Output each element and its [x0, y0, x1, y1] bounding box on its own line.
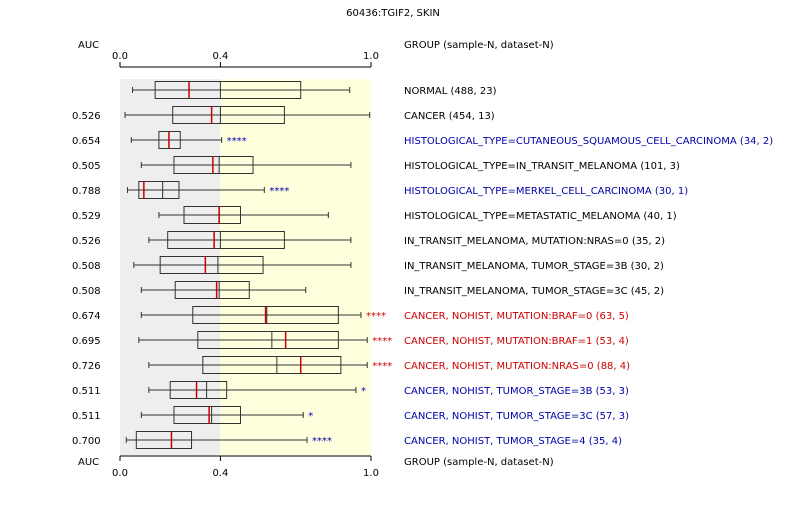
tick-label-top: 1.0	[363, 51, 379, 62]
background-band-high	[220, 79, 371, 455]
group-label: IN_TRANSIT_MELANOMA, TUMOR_STAGE=3B (30,…	[404, 261, 664, 272]
auc-value: 0.511	[72, 411, 101, 422]
auc-value: 0.788	[72, 186, 101, 197]
auc-header-bottom: AUC	[78, 457, 99, 468]
box	[167, 231, 285, 249]
auc-value: 0.726	[72, 361, 101, 372]
tick-label-bottom: 1.0	[363, 468, 379, 479]
auc-value: 0.511	[72, 386, 101, 397]
auc-header-top: AUC	[78, 40, 99, 51]
group-label: HISTOLOGICAL_TYPE=MERKEL_CELL_CARCINOMA …	[404, 186, 688, 197]
group-label: IN_TRANSIT_MELANOMA, TUMOR_STAGE=3C (45,…	[404, 286, 664, 297]
group-label: HISTOLOGICAL_TYPE=IN_TRANSIT_MELANOMA (1…	[404, 161, 680, 172]
significance-stars: ****	[312, 436, 332, 447]
auc-value: 0.505	[72, 161, 101, 172]
box	[172, 106, 285, 124]
tick-label-top: 0.4	[212, 51, 228, 62]
auc-value: 0.700	[72, 436, 101, 447]
group-label: IN_TRANSIT_MELANOMA, MUTATION:NRAS=0 (35…	[404, 236, 665, 247]
significance-stars: ****	[366, 311, 386, 322]
significance-stars: ****	[372, 336, 392, 347]
box	[202, 356, 342, 374]
tick-label-top: 0.0	[112, 51, 128, 62]
group-label: CANCER, NOHIST, TUMOR_STAGE=3B (53, 3)	[404, 386, 629, 397]
chart-title: 60436:TGIF2, SKIN	[346, 8, 440, 19]
box	[154, 81, 302, 99]
tick-label-bottom: 0.4	[212, 468, 228, 479]
box	[173, 406, 241, 424]
group-label: CANCER, NOHIST, TUMOR_STAGE=3C (57, 3)	[404, 411, 629, 422]
group-label: CANCER, NOHIST, TUMOR_STAGE=4 (35, 4)	[404, 436, 622, 447]
box	[174, 281, 250, 299]
group-header-bottom: GROUP (sample-N, dataset-N)	[404, 457, 554, 468]
box	[183, 206, 241, 224]
auc-value: 0.526	[72, 111, 101, 122]
box	[159, 256, 264, 274]
group-label: CANCER (454, 13)	[404, 111, 495, 122]
significance-stars: *	[361, 386, 366, 397]
group-label: CANCER, NOHIST, MUTATION:BRAF=1 (53, 4)	[404, 336, 629, 347]
group-label: CANCER, NOHIST, MUTATION:BRAF=0 (63, 5)	[404, 311, 629, 322]
plot-area: 0.0 0.4 1.0 0.0 0.4 1.0 NORMAL (488, 23) 0.526 C…	[72, 51, 773, 479]
significance-stars: ****	[372, 361, 392, 372]
auc-value: 0.529	[72, 211, 101, 222]
auc-value: 0.654	[72, 136, 101, 147]
group-label: CANCER, NOHIST, MUTATION:NRAS=0 (88, 4)	[404, 361, 630, 372]
auc-value: 0.508	[72, 286, 101, 297]
significance-stars: ****	[227, 136, 247, 147]
auc-value: 0.508	[72, 261, 101, 272]
box	[169, 381, 228, 399]
auc-value: 0.526	[72, 236, 101, 247]
group-label: HISTOLOGICAL_TYPE=CUTANEOUS_SQUAMOUS_CEL…	[404, 136, 773, 147]
significance-stars: ****	[269, 186, 289, 197]
group-label: NORMAL (488, 23)	[404, 86, 497, 97]
tick-label-bottom: 0.0	[112, 468, 128, 479]
auc-value: 0.695	[72, 336, 101, 347]
box	[135, 431, 193, 449]
box	[138, 181, 180, 199]
auc-value: 0.674	[72, 311, 101, 322]
group-header-top: GROUP (sample-N, dataset-N)	[404, 40, 554, 51]
significance-stars: *	[308, 411, 313, 422]
box	[197, 331, 339, 349]
group-label: HISTOLOGICAL_TYPE=METASTATIC_MELANOMA (4…	[404, 211, 677, 222]
